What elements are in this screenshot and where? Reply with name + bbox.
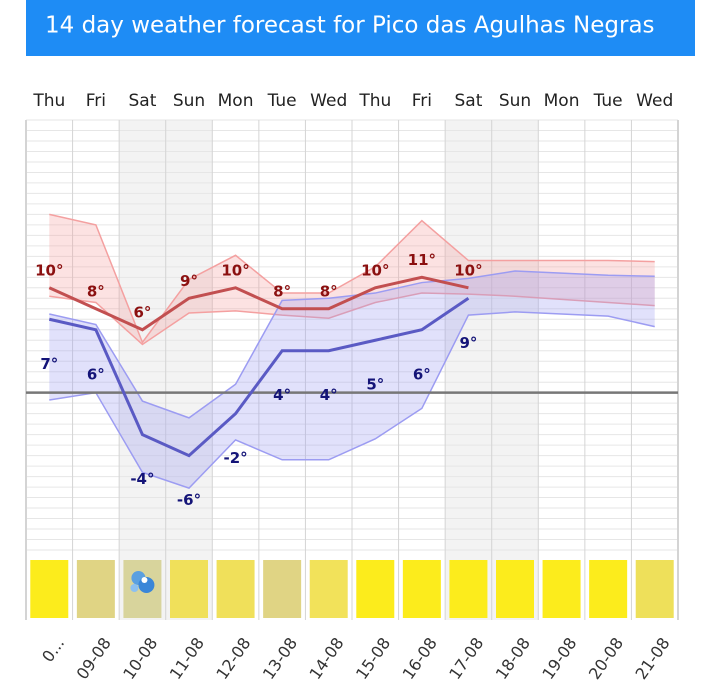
date-label: 0... <box>38 634 68 666</box>
weather-icon <box>170 560 208 618</box>
temp-label: 10° <box>221 261 249 279</box>
day-label: Tue <box>267 91 297 111</box>
chart-title: 14 day weather forecast for Pico das Agu… <box>45 13 655 39</box>
weather-icon <box>589 560 628 618</box>
temp-label: -4° <box>130 470 154 488</box>
band-edge <box>49 213 655 344</box>
weather-icon <box>30 560 69 618</box>
temp-label: 8° <box>320 282 338 300</box>
temp-label: -2° <box>223 449 247 467</box>
temp-label: 8° <box>273 282 291 300</box>
weekend-shade <box>445 120 492 620</box>
weather-icon <box>263 560 302 618</box>
date-label: 19-08 <box>538 634 580 683</box>
date-label: 09-08 <box>73 634 115 683</box>
band-edge <box>49 270 655 419</box>
temp-label: 4° <box>320 386 338 404</box>
weekend-shade <box>119 120 166 620</box>
day-label: Sat <box>128 91 156 111</box>
weather-icon <box>76 560 115 618</box>
temp-label: 10° <box>454 261 482 279</box>
temp-line <box>48 297 470 458</box>
day-label: Sun <box>173 91 205 111</box>
day-label: Fri <box>86 91 106 111</box>
weather-icon <box>542 560 581 618</box>
temp-label: 6° <box>133 303 151 321</box>
weather-icon <box>635 560 674 618</box>
temp-label: 7° <box>40 355 58 373</box>
temp-label: 6° <box>87 365 105 383</box>
date-label: 17-08 <box>445 634 487 683</box>
day-label: Mon <box>544 91 580 111</box>
date-label: 18-08 <box>492 634 534 683</box>
temp-label: 5° <box>366 376 384 394</box>
date-label: 13-08 <box>259 634 301 683</box>
weather-icon <box>309 560 348 618</box>
day-label: Mon <box>218 91 254 111</box>
band-edge <box>49 311 655 489</box>
temp-label: 9° <box>459 334 477 352</box>
temp-label: 11° <box>408 251 436 269</box>
date-label: 14-08 <box>305 634 347 683</box>
day-label: Fri <box>412 91 432 111</box>
date-label: 21-08 <box>631 634 673 683</box>
date-label: 11-08 <box>166 634 208 683</box>
weather-icon <box>402 560 441 618</box>
temp-label: 8° <box>87 282 105 300</box>
temp-label: 4° <box>273 386 291 404</box>
band-edge <box>49 292 655 346</box>
temp-label: 10° <box>35 261 63 279</box>
band-fill <box>49 271 655 489</box>
weekend-shade <box>165 120 213 620</box>
temp-label: 10° <box>361 261 389 279</box>
date-label: 15-08 <box>352 634 394 683</box>
snow-icon <box>130 571 155 593</box>
temp-label: -6° <box>177 491 201 509</box>
day-label: Sat <box>454 91 482 111</box>
weather-icon <box>496 560 534 618</box>
weather-icon <box>356 560 395 618</box>
date-label: 10-08 <box>119 634 161 683</box>
day-label: Tue <box>593 91 623 111</box>
day-label: Thu <box>358 91 391 111</box>
day-label: Thu <box>32 91 65 111</box>
weather-icon <box>216 560 255 618</box>
date-label: 12-08 <box>212 634 254 683</box>
date-label: 16-08 <box>399 634 441 683</box>
temp-label: 9° <box>180 272 198 290</box>
weekend-shade <box>491 120 539 620</box>
temp-label: 6° <box>413 365 431 383</box>
date-label: 20-08 <box>585 634 627 683</box>
temp-line <box>48 275 469 332</box>
title-bar <box>26 0 695 56</box>
weather-icon <box>449 560 488 618</box>
day-label: Sun <box>499 91 531 111</box>
day-label: Wed <box>636 91 673 111</box>
day-label: Wed <box>310 91 347 111</box>
